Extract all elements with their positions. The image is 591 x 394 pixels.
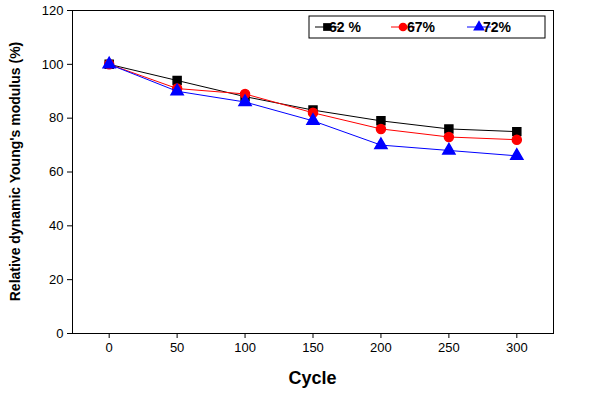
svg-text:250: 250 [438, 340, 460, 355]
svg-text:60: 60 [49, 164, 63, 179]
svg-text:67%: 67% [407, 19, 436, 35]
svg-text:50: 50 [170, 340, 184, 355]
svg-text:Cycle: Cycle [288, 368, 336, 388]
svg-text:Relative dynamic Young's modul: Relative dynamic Young's modulus (%) [7, 42, 23, 302]
svg-text:40: 40 [49, 218, 63, 233]
svg-text:200: 200 [370, 340, 392, 355]
svg-text:120: 120 [42, 3, 64, 18]
svg-text:20: 20 [49, 272, 63, 287]
svg-text:0: 0 [106, 340, 113, 355]
svg-text:100: 100 [42, 56, 64, 71]
svg-text:100: 100 [234, 340, 256, 355]
svg-text:300: 300 [506, 340, 528, 355]
svg-text:62 %: 62 % [329, 19, 361, 35]
svg-text:72%: 72% [483, 19, 512, 35]
svg-text:150: 150 [302, 340, 324, 355]
svg-text:80: 80 [49, 110, 63, 125]
svg-text:0: 0 [56, 326, 63, 341]
